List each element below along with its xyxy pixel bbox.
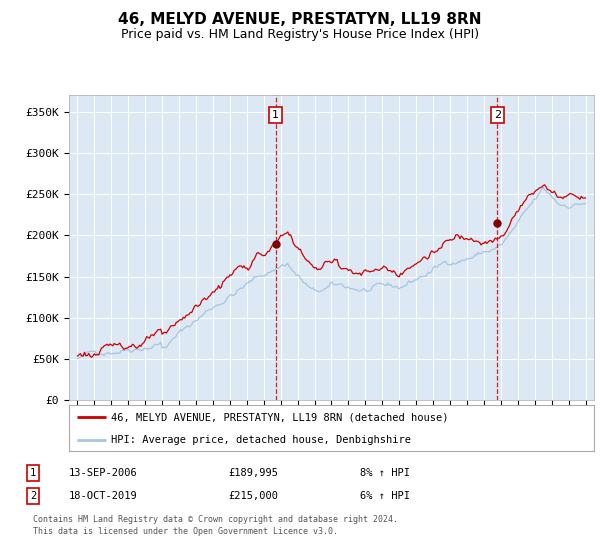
Text: HPI: Average price, detached house, Denbighshire: HPI: Average price, detached house, Denb… <box>111 435 411 445</box>
Text: 2: 2 <box>30 491 36 501</box>
Text: 1: 1 <box>272 110 279 120</box>
Text: 13-SEP-2006: 13-SEP-2006 <box>69 468 138 478</box>
Text: 46, MELYD AVENUE, PRESTATYN, LL19 8RN (detached house): 46, MELYD AVENUE, PRESTATYN, LL19 8RN (d… <box>111 412 449 422</box>
Text: £215,000: £215,000 <box>228 491 278 501</box>
Text: 8% ↑ HPI: 8% ↑ HPI <box>360 468 410 478</box>
Text: 18-OCT-2019: 18-OCT-2019 <box>69 491 138 501</box>
Text: £189,995: £189,995 <box>228 468 278 478</box>
Text: 6% ↑ HPI: 6% ↑ HPI <box>360 491 410 501</box>
Text: 2: 2 <box>494 110 501 120</box>
Text: Price paid vs. HM Land Registry's House Price Index (HPI): Price paid vs. HM Land Registry's House … <box>121 28 479 41</box>
Text: 1: 1 <box>30 468 36 478</box>
Text: Contains HM Land Registry data © Crown copyright and database right 2024.
This d: Contains HM Land Registry data © Crown c… <box>33 515 398 536</box>
Text: 46, MELYD AVENUE, PRESTATYN, LL19 8RN: 46, MELYD AVENUE, PRESTATYN, LL19 8RN <box>118 12 482 27</box>
